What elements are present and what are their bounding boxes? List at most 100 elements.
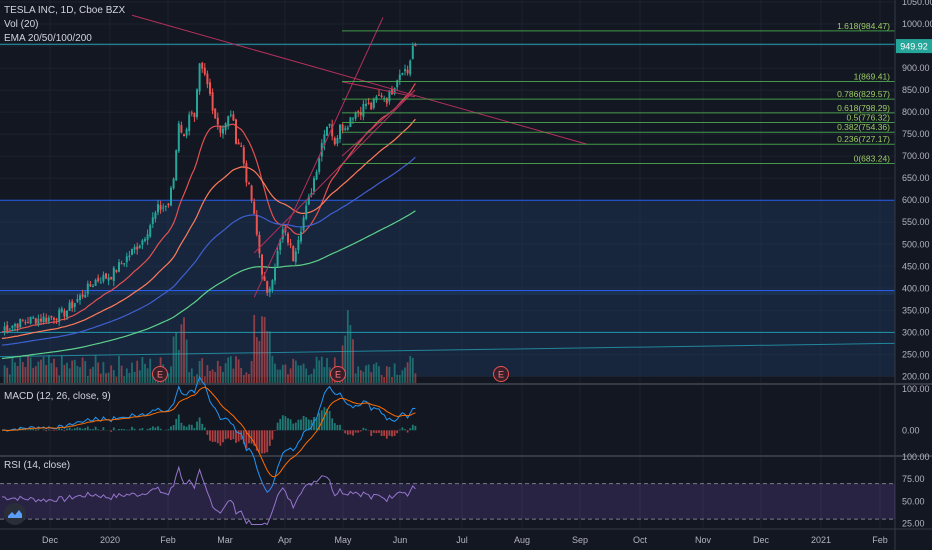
rsi-tick-label: 25.00 bbox=[902, 519, 925, 529]
candle bbox=[115, 269, 118, 274]
price-tick-label: 450.00 bbox=[902, 261, 930, 271]
earnings-marker-label: E bbox=[335, 370, 341, 380]
candlesticks[interactable] bbox=[3, 42, 417, 336]
candle-body bbox=[172, 178, 175, 189]
volume-bar bbox=[219, 366, 222, 383]
macd-histogram-bar bbox=[258, 430, 261, 453]
macd-indicator-label[interactable]: MACD (12, 26, close, 9) bbox=[4, 391, 111, 402]
rsi-tick-label: 75.00 bbox=[902, 474, 925, 484]
earnings-marker[interactable]: E bbox=[493, 366, 509, 382]
volume-bar bbox=[40, 359, 42, 383]
ema-indicator-label[interactable]: EMA 20/50/100/200 bbox=[4, 33, 92, 44]
ema-200-line bbox=[1, 210, 416, 360]
candle-body bbox=[92, 285, 94, 287]
macd-histogram-bar bbox=[287, 418, 289, 431]
macd-histogram-bar bbox=[401, 427, 404, 431]
time-tick-label: Mar bbox=[217, 535, 233, 545]
candle bbox=[224, 122, 227, 135]
macd-histogram-bar bbox=[159, 428, 162, 431]
candle bbox=[398, 69, 401, 85]
macd-histogram-bar bbox=[385, 430, 388, 439]
candle-body bbox=[326, 126, 328, 136]
symbol-title[interactable]: TESLA INC, 1D, Cboe BZX bbox=[4, 5, 126, 16]
macd-histogram-bar bbox=[300, 419, 302, 431]
time-axis[interactable]: Dec 2020 Feb Mar Apr May Jun Jul Aug Sep Oct Nov Dec… bbox=[42, 535, 888, 545]
candle-body bbox=[66, 310, 68, 318]
rising-support-line bbox=[0, 342, 896, 358]
earnings-marker[interactable]: E bbox=[330, 366, 346, 382]
candle-body bbox=[133, 247, 136, 250]
candle-body bbox=[367, 102, 370, 104]
candle bbox=[60, 306, 63, 314]
candle bbox=[268, 286, 271, 298]
volume-bar bbox=[175, 332, 178, 383]
candle bbox=[89, 280, 92, 288]
macd-histogram-bar bbox=[141, 428, 144, 431]
candle-body bbox=[404, 69, 406, 72]
time-tick-label: Dec bbox=[753, 535, 770, 545]
volume-bar bbox=[151, 373, 154, 383]
rsi-indicator-label[interactable]: RSI (14, close) bbox=[4, 460, 71, 471]
volume-bar bbox=[300, 365, 302, 383]
macd-histogram-bar bbox=[188, 424, 191, 431]
volume-indicator-label[interactable]: Vol (20) bbox=[4, 19, 39, 30]
candle-body bbox=[99, 282, 102, 284]
volume-bar bbox=[50, 363, 53, 383]
candle bbox=[14, 322, 16, 332]
macd-histogram-bar bbox=[222, 430, 224, 443]
price-tick-label: 600.00 bbox=[902, 195, 930, 205]
candle bbox=[302, 215, 305, 234]
candle bbox=[149, 223, 152, 239]
candle-body bbox=[94, 279, 97, 286]
channel-line bbox=[253, 89, 416, 254]
candle-body bbox=[45, 317, 48, 323]
candle-body bbox=[110, 276, 113, 280]
volume-bar bbox=[123, 376, 126, 383]
candle bbox=[266, 280, 269, 296]
candle-body bbox=[112, 267, 115, 281]
volume-bar bbox=[313, 368, 315, 383]
price-tick-label: 250.00 bbox=[902, 349, 930, 359]
volume-bar bbox=[222, 371, 224, 383]
candle bbox=[248, 181, 250, 185]
candle bbox=[411, 42, 414, 60]
rsi-pane bbox=[0, 465, 895, 526]
volume-bar bbox=[14, 362, 16, 383]
macd-histogram-bar bbox=[359, 430, 362, 432]
candle-body bbox=[297, 239, 300, 251]
candle bbox=[110, 276, 113, 280]
macd-histogram-bar bbox=[128, 429, 131, 431]
candle-body bbox=[318, 158, 321, 172]
volume-bar bbox=[138, 370, 141, 383]
candle bbox=[318, 156, 321, 175]
candle bbox=[198, 62, 201, 95]
tradingview-logo-icon[interactable] bbox=[4, 503, 26, 525]
candle-body bbox=[401, 73, 404, 75]
macd-histogram-bar bbox=[146, 428, 149, 431]
candle bbox=[86, 280, 89, 297]
rsi-line bbox=[1, 465, 416, 526]
candle-body bbox=[245, 163, 248, 183]
candle-body bbox=[190, 112, 193, 114]
candle-body bbox=[34, 318, 37, 324]
fib-level-label: 0.618(798.29) bbox=[837, 103, 890, 113]
volume-bar bbox=[68, 368, 71, 383]
macd-line bbox=[1, 375, 416, 493]
candle-body bbox=[250, 185, 253, 201]
candle bbox=[92, 283, 94, 288]
volume-bar bbox=[229, 356, 232, 383]
candle-body bbox=[242, 147, 245, 164]
macd-histogram-bar bbox=[307, 419, 310, 431]
earnings-marker[interactable]: E bbox=[152, 366, 168, 382]
candle-body bbox=[118, 262, 120, 272]
macd-histogram-bar bbox=[378, 430, 380, 433]
candle bbox=[146, 229, 149, 245]
price-axis[interactable]: 200.00 250.00 300.00 350.00 400.00 450.00 500.… bbox=[896, 0, 932, 529]
macd-histogram-bar bbox=[354, 430, 357, 433]
volume-bar bbox=[167, 373, 170, 383]
volume-bar bbox=[128, 372, 131, 383]
macd-histogram-bar bbox=[32, 428, 35, 431]
candle bbox=[58, 307, 61, 326]
